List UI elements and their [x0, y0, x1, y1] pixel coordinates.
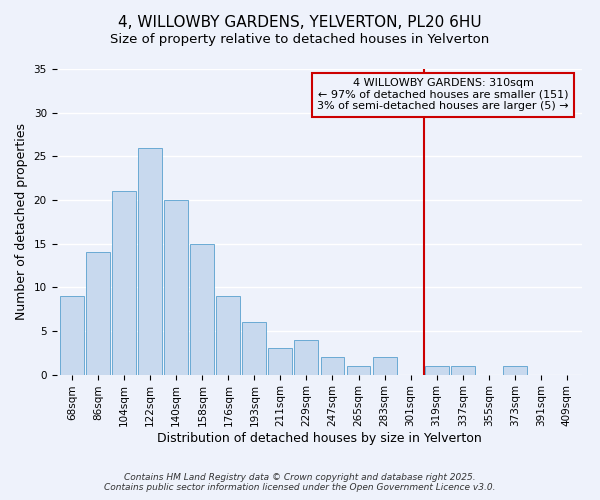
Bar	[242, 322, 266, 374]
Bar	[164, 200, 188, 374]
Text: 4, WILLOWBY GARDENS, YELVERTON, PL20 6HU: 4, WILLOWBY GARDENS, YELVERTON, PL20 6HU	[118, 15, 482, 30]
Bar	[86, 252, 110, 374]
Bar	[425, 366, 449, 374]
Bar	[451, 366, 475, 374]
Text: Size of property relative to detached houses in Yelverton: Size of property relative to detached ho…	[110, 32, 490, 46]
Bar	[373, 357, 397, 374]
Text: Contains HM Land Registry data © Crown copyright and database right 2025.
Contai: Contains HM Land Registry data © Crown c…	[104, 473, 496, 492]
Bar	[60, 296, 84, 374]
Bar	[138, 148, 162, 374]
Bar	[503, 366, 527, 374]
Bar	[347, 366, 370, 374]
X-axis label: Distribution of detached houses by size in Yelverton: Distribution of detached houses by size …	[157, 432, 482, 445]
Bar	[295, 340, 319, 374]
Y-axis label: Number of detached properties: Number of detached properties	[15, 124, 28, 320]
Bar	[112, 191, 136, 374]
Text: 4 WILLOWBY GARDENS: 310sqm
← 97% of detached houses are smaller (151)
3% of semi: 4 WILLOWBY GARDENS: 310sqm ← 97% of deta…	[317, 78, 569, 112]
Bar	[320, 357, 344, 374]
Bar	[217, 296, 241, 374]
Bar	[190, 244, 214, 374]
Bar	[268, 348, 292, 374]
